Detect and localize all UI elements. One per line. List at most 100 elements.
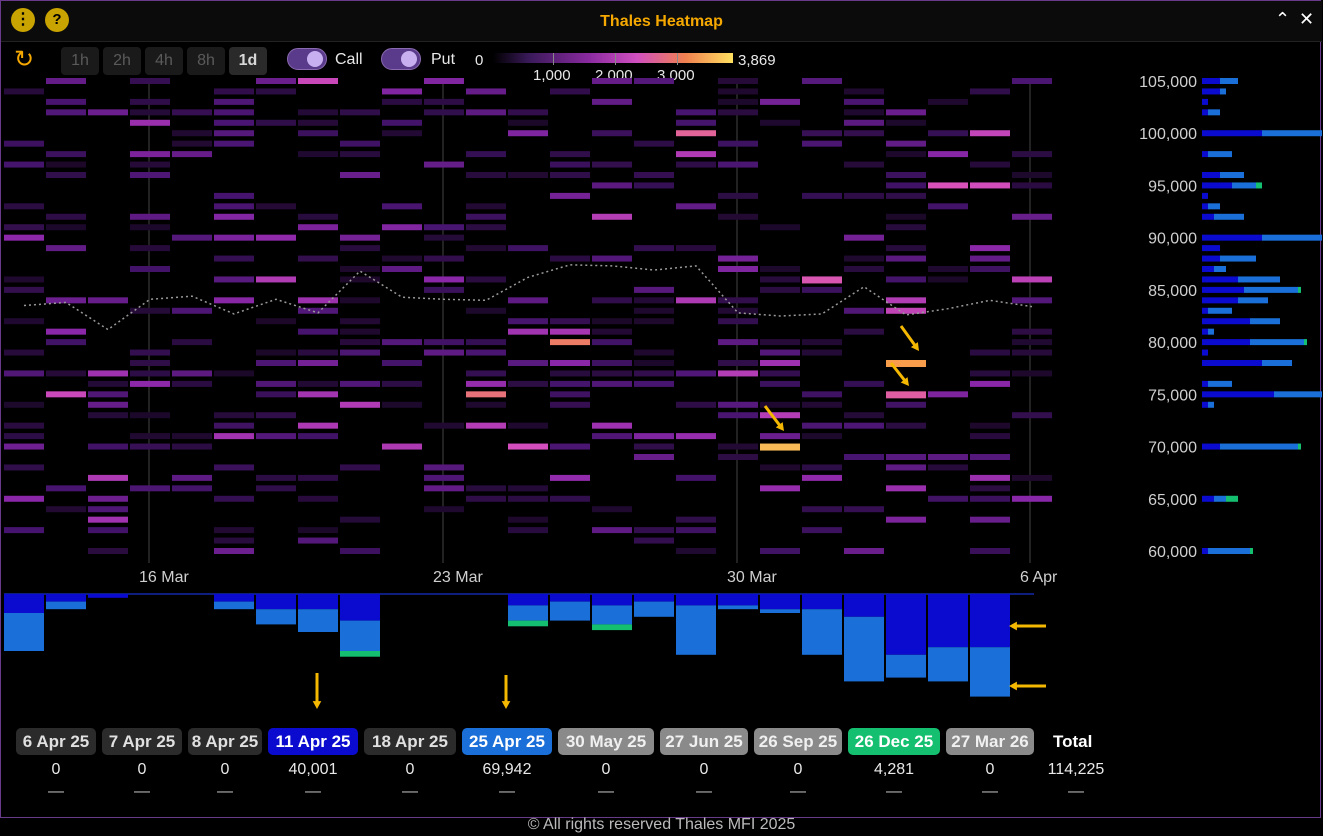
heat-cell	[592, 255, 632, 262]
heat-cell	[970, 516, 1010, 523]
chevron-up-icon[interactable]: ⌃	[1275, 9, 1291, 29]
heat-cell	[550, 339, 590, 346]
heat-cell	[760, 380, 800, 387]
heat-cell	[886, 192, 926, 199]
heat-cell	[634, 380, 674, 387]
profile-bar-dark	[1202, 276, 1238, 283]
heat-cell	[508, 109, 548, 116]
heat-cell	[634, 140, 674, 147]
heat-cell	[1012, 182, 1052, 189]
expiry-value: 0	[699, 761, 709, 778]
title-bar: ⋮ ? Thales Heatmap ⌃ ✕	[1, 1, 1322, 42]
heat-cell	[508, 297, 548, 304]
heat-cell	[424, 464, 464, 471]
heat-cell	[4, 527, 44, 534]
profile-bar-light	[1262, 360, 1292, 366]
put-toggle[interactable]	[381, 48, 421, 70]
annotation-arrowhead	[1009, 621, 1017, 631]
kebab-menu-icon[interactable]: ⋮	[11, 8, 35, 32]
annotation-arrow	[899, 325, 918, 349]
expiry-card[interactable]: 26 Dec 25	[848, 728, 940, 755]
heat-cell	[1012, 412, 1052, 419]
help-icon[interactable]: ?	[45, 8, 69, 32]
annotation-arrowhead	[775, 422, 784, 431]
heat-cell	[718, 454, 758, 460]
heat-cell	[46, 297, 86, 304]
legend-tick-1000: 1,000	[533, 67, 571, 84]
heat-cell	[298, 527, 338, 534]
expiry-card[interactable]: 11 Apr 25	[268, 728, 358, 755]
heat-cell	[424, 234, 464, 241]
heat-cell	[172, 474, 212, 481]
heat-cell	[256, 380, 296, 387]
heat-cell	[88, 109, 128, 116]
heat-cell	[172, 234, 212, 241]
profile-bar-light	[1208, 203, 1220, 210]
heat-cell	[382, 339, 422, 346]
heat-cell	[508, 245, 548, 252]
expiry-card[interactable]: 7 Apr 25	[102, 728, 182, 755]
expiry-card[interactable]: 27 Jun 25	[660, 728, 748, 755]
expiry-card[interactable]: 26 Sep 25	[754, 728, 842, 755]
expiry-card[interactable]: 25 Apr 25	[462, 728, 552, 755]
legend-max: 3,869	[738, 52, 776, 69]
heat-cell	[802, 78, 842, 84]
heat-cell	[46, 506, 86, 513]
heat-cell	[760, 349, 800, 356]
timeframe-1h[interactable]: 1h	[61, 47, 99, 75]
expiry-card[interactable]: 18 Apr 25	[364, 728, 456, 755]
heat-cell	[130, 98, 170, 105]
timeframe-4h[interactable]: 4h	[145, 47, 183, 75]
heat-cell	[88, 516, 128, 523]
heat-cell	[550, 151, 590, 158]
annotation-arrowhead	[312, 701, 322, 709]
heat-cell	[466, 276, 506, 283]
heat-cell	[46, 109, 86, 116]
heat-cell	[592, 360, 632, 366]
expiry-card[interactable]: 6 Apr 25	[16, 728, 96, 755]
heat-cell	[214, 140, 254, 147]
oi-bar-dark	[634, 594, 674, 602]
heat-cell	[214, 495, 254, 502]
profile-bar-light	[1250, 318, 1280, 325]
timeframe-1d[interactable]: 1d	[229, 47, 267, 75]
heat-cell	[1012, 495, 1052, 502]
expiry-dash: —	[402, 783, 418, 800]
heat-cell	[718, 266, 758, 272]
call-toggle[interactable]	[287, 48, 327, 70]
heat-cell	[802, 192, 842, 199]
heat-cell	[844, 454, 884, 460]
heat-cell	[676, 151, 716, 158]
heat-cell	[256, 412, 296, 419]
heat-cell	[928, 182, 968, 189]
heat-cell	[676, 527, 716, 534]
expiry-card[interactable]: 8 Apr 25	[188, 728, 262, 755]
expiry-card[interactable]: 27 Mar 26	[946, 728, 1034, 755]
heat-cell	[550, 88, 590, 95]
heat-cell	[550, 474, 590, 481]
heat-cell	[298, 391, 338, 398]
expiry-card[interactable]: 30 May 25	[558, 728, 654, 755]
timeframe-8h[interactable]: 8h	[187, 47, 225, 75]
heat-cell	[592, 130, 632, 137]
heat-cell	[592, 506, 632, 513]
profile-bar-dark	[1202, 266, 1214, 272]
refresh-icon[interactable]: ↻	[13, 46, 35, 73]
heat-cell	[382, 98, 422, 105]
total-dash: —	[1068, 783, 1084, 800]
heat-cell	[592, 339, 632, 346]
close-icon[interactable]: ✕	[1299, 9, 1315, 29]
heat-cell	[256, 360, 296, 366]
heat-cell	[634, 454, 674, 460]
timeframe-2h[interactable]: 2h	[103, 47, 141, 75]
profile-bar-dark	[1202, 318, 1250, 325]
profile-bar-dark	[1202, 380, 1208, 387]
heat-cell	[676, 245, 716, 252]
total-label: Total	[1053, 732, 1093, 751]
heat-cell	[1012, 151, 1052, 158]
profile-bar-light	[1214, 213, 1244, 220]
heat-cell	[886, 485, 926, 492]
heat-cell	[4, 443, 44, 450]
heat-cell	[718, 109, 758, 116]
heat-cell	[802, 506, 842, 513]
